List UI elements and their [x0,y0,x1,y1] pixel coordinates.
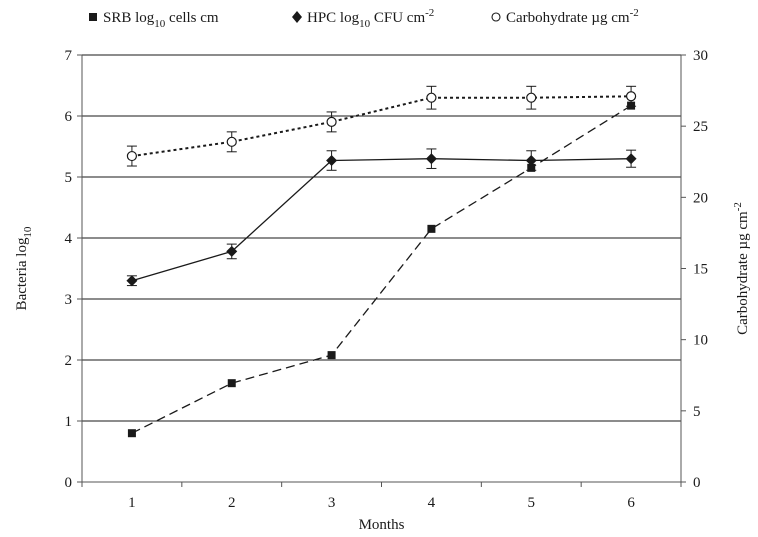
legend-item: Carbohydrate µg cm-2 [491,7,639,26]
data-point [525,155,537,167]
y2-tick-label: 0 [693,475,701,491]
legend: SRB log10 cells cm HPC log10 CFU cm-2 Carb… [89,7,639,30]
legend-square-icon [89,13,97,21]
y2-tick-label: 30 [693,48,708,64]
series-open-circle [126,85,637,167]
data-point [625,153,637,165]
data-point [226,136,237,147]
data-point [326,155,338,167]
y-axis-title: Bacteria log10 [14,226,34,310]
legend-label: HPC log10 CFU cm-2 [307,7,434,30]
x-tick-label: 4 [428,495,436,511]
legend-circle-icon [491,12,501,22]
x-axis-title: Months [359,517,405,533]
series-line [131,105,632,434]
y-tick-label: 4 [65,231,73,247]
data-point [426,92,437,103]
series-diamond [126,148,637,287]
y-tick-label: 6 [65,109,73,125]
y2-tick-label: 5 [693,404,701,420]
legend-label: SRB log10 cells cm [103,10,219,30]
axis-titles: Months Bacteria log10 Carbohydrate µg cm-2 [14,202,751,533]
y2-tick-label: 25 [693,119,708,135]
y-tick-label: 2 [65,353,73,369]
y-tick-label: 1 [65,414,73,430]
y2-axis-title: Carbohydrate µg cm-2 [732,202,751,335]
x-tick-label: 3 [328,495,336,511]
gridlines [82,54,681,422]
y-tick-label: 5 [65,170,73,186]
data-point [227,379,236,388]
y2-tick-label: 15 [693,262,708,278]
x-tick-label: 2 [228,495,236,511]
legend-diamond-icon [292,11,302,23]
legend-item: SRB log10 cells cm [89,10,219,30]
y-tick-label: 0 [65,475,73,491]
data-point [126,150,138,162]
series-square [127,101,636,438]
data-point [427,224,436,233]
data-point [625,91,637,102]
legend-label: Carbohydrate µg cm-2 [506,7,639,26]
axes: 0 1 2 3 4 5 6 7 0 5 10 15 20 25 30 1 2 3 4 5 6 [65,48,709,511]
series-layer [126,85,637,438]
data-point [126,275,138,287]
data-point [327,351,336,360]
data-point [526,92,537,103]
legend-item: HPC log10 CFU cm-2 [292,7,434,30]
y2-tick-label: 10 [693,333,708,349]
series-line [131,158,632,282]
series-line [131,95,632,158]
y-tick-label: 7 [65,48,73,64]
data-point [226,245,238,257]
y-tick-label: 3 [65,292,73,308]
x-tick-label: 1 [128,495,136,511]
x-tick-label: 5 [528,495,536,511]
data-point [425,153,437,165]
x-tick-label: 6 [627,495,635,511]
data-point [326,116,337,127]
y2-tick-label: 20 [693,190,708,206]
data-point [127,429,136,438]
